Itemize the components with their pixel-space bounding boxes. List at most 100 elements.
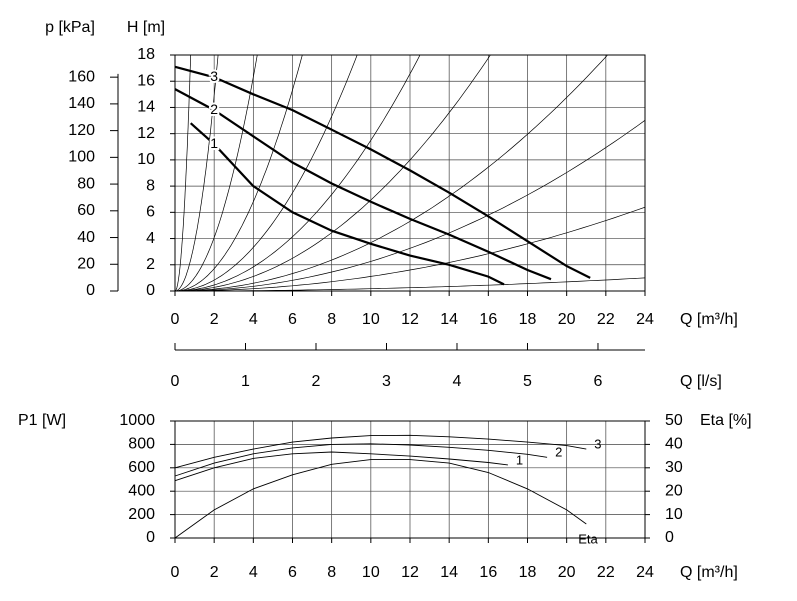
system-curve bbox=[175, 55, 303, 291]
curve-label: 2 bbox=[210, 101, 218, 117]
x-tick-label: 18 bbox=[519, 311, 537, 328]
curve-label: 3 bbox=[210, 68, 218, 84]
y-tick-label: 16 bbox=[137, 72, 155, 89]
plot-frame bbox=[174, 420, 646, 539]
p-tick-label: 0 bbox=[86, 282, 95, 299]
x-tick-label: 10 bbox=[362, 564, 380, 581]
series-line bbox=[174, 434, 587, 469]
x-axis-title: Q [m³/h] bbox=[680, 311, 738, 328]
eta-tick-label: 50 bbox=[665, 412, 683, 429]
system-curve bbox=[175, 120, 645, 291]
curve-label: Eta bbox=[578, 531, 598, 546]
x-axis-title: Q [m³/h] bbox=[680, 564, 738, 581]
x-tick-label: 12 bbox=[401, 311, 419, 328]
eta-tick-label: 0 bbox=[665, 529, 674, 546]
system-curve bbox=[175, 55, 258, 291]
curve-label: 3 bbox=[594, 437, 601, 452]
p-tick-label: 100 bbox=[68, 149, 95, 166]
y-tick-label: 600 bbox=[128, 459, 155, 476]
eta-tick-label: 20 bbox=[665, 482, 683, 499]
x-tick-label: 2 bbox=[210, 564, 219, 581]
x-tick-label: 20 bbox=[558, 564, 576, 581]
system-curve bbox=[175, 206, 645, 291]
y-tick-label: 10 bbox=[137, 151, 155, 168]
y-tick-label: 0 bbox=[146, 529, 155, 546]
x-tick-label: 4 bbox=[249, 564, 258, 581]
h-axis-title: H [m] bbox=[127, 19, 165, 36]
x-tick-label: 16 bbox=[479, 564, 497, 581]
series-line bbox=[174, 451, 508, 482]
series-line bbox=[189, 122, 505, 286]
series-line bbox=[174, 88, 552, 281]
plot-frame bbox=[174, 54, 646, 292]
x-tick-label: 16 bbox=[479, 311, 497, 328]
x-tick-label: 2 bbox=[210, 311, 219, 328]
x2-tick-label: 6 bbox=[594, 373, 603, 390]
y-tick-label: 200 bbox=[128, 506, 155, 523]
system-curve bbox=[175, 55, 219, 291]
eta-tick-label: 30 bbox=[665, 459, 683, 476]
x-tick-label: 6 bbox=[288, 311, 297, 328]
series-line bbox=[174, 459, 587, 539]
y-tick-label: 0 bbox=[146, 282, 155, 299]
y-tick-label: 6 bbox=[146, 204, 155, 221]
system-curve bbox=[175, 55, 421, 291]
system-curve bbox=[175, 55, 608, 291]
x-tick-label: 22 bbox=[597, 564, 615, 581]
system-curve bbox=[175, 55, 358, 291]
x-tick-label: 10 bbox=[362, 311, 380, 328]
x2-tick-label: 5 bbox=[523, 373, 532, 390]
x-tick-label: 4 bbox=[249, 311, 258, 328]
p-tick-label: 60 bbox=[77, 202, 95, 219]
x-tick-label: 14 bbox=[440, 311, 458, 328]
p-axis-title: p [kPa] bbox=[45, 19, 95, 36]
x2-axis-title: Q [l/s] bbox=[680, 373, 722, 390]
p-tick-label: 20 bbox=[77, 255, 95, 272]
y-tick-label: 800 bbox=[128, 436, 155, 453]
y-tick-label: 2 bbox=[146, 256, 155, 273]
x2-tick-label: 0 bbox=[171, 373, 180, 390]
system-curves bbox=[175, 55, 645, 291]
curve-label: 1 bbox=[210, 135, 218, 151]
x2-tick-label: 1 bbox=[241, 373, 250, 390]
eta-axis-title: Eta [%] bbox=[700, 412, 752, 429]
eta-tick-label: 40 bbox=[665, 436, 683, 453]
y-tick-label: 14 bbox=[137, 99, 155, 116]
eta-tick-label: 10 bbox=[665, 506, 683, 523]
x-tick-label: 0 bbox=[171, 564, 180, 581]
p-tick-label: 40 bbox=[77, 229, 95, 246]
x-tick-label: 0 bbox=[171, 311, 180, 328]
system-curve bbox=[175, 55, 491, 291]
x-tick-label: 14 bbox=[440, 564, 458, 581]
p-tick-label: 80 bbox=[77, 175, 95, 192]
p-tick-label: 120 bbox=[68, 122, 95, 139]
x-tick-label: 24 bbox=[636, 311, 654, 328]
x-tick-label: 20 bbox=[558, 311, 576, 328]
system-curve bbox=[175, 55, 192, 291]
curve-label: 1 bbox=[516, 452, 523, 467]
x-tick-label: 12 bbox=[401, 564, 419, 581]
x-tick-label: 8 bbox=[327, 564, 336, 581]
y-tick-label: 18 bbox=[137, 46, 155, 63]
series-line bbox=[174, 65, 591, 279]
y-tick-label: 4 bbox=[146, 230, 155, 247]
x-tick-label: 8 bbox=[327, 311, 336, 328]
x2-tick-label: 2 bbox=[312, 373, 321, 390]
y-tick-label: 8 bbox=[146, 177, 155, 194]
x-tick-label: 6 bbox=[288, 564, 297, 581]
x-tick-label: 22 bbox=[597, 311, 615, 328]
series-line bbox=[174, 443, 548, 477]
p-tick-label: 160 bbox=[68, 68, 95, 85]
y-tick-label: 400 bbox=[128, 482, 155, 499]
y-tick-label: 1000 bbox=[119, 412, 155, 429]
p-tick-label: 140 bbox=[68, 95, 95, 112]
y-tick-label: 12 bbox=[137, 125, 155, 142]
x2-tick-label: 4 bbox=[453, 373, 462, 390]
x2-tick-label: 3 bbox=[382, 373, 391, 390]
system-curve bbox=[175, 277, 645, 291]
p1-axis-title: P1 [W] bbox=[18, 412, 66, 429]
x-tick-label: 18 bbox=[519, 564, 537, 581]
x-tick-label: 24 bbox=[636, 564, 654, 581]
